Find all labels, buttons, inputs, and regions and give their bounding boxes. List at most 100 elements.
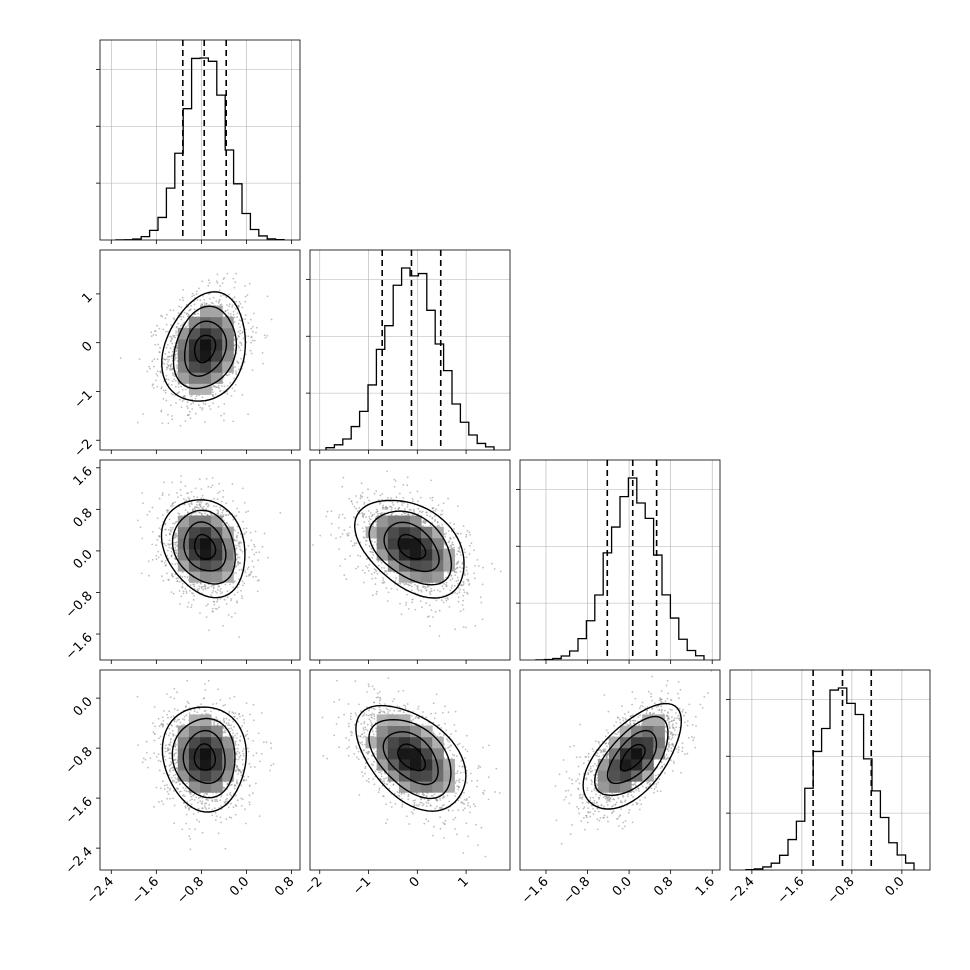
scatter-point <box>251 369 254 371</box>
scatter-point <box>429 497 432 499</box>
scatter-point <box>456 567 459 569</box>
scatter-point <box>462 580 465 583</box>
scatter-point <box>419 600 422 603</box>
scatter-point <box>167 413 169 416</box>
scatter-point <box>204 403 207 406</box>
scatter-point <box>232 586 235 589</box>
scatter-point <box>158 351 161 353</box>
scatter-point <box>180 306 183 309</box>
scatter-point <box>156 385 159 388</box>
scatter-point <box>416 490 419 493</box>
scatter-point <box>405 604 407 606</box>
scatter-point <box>193 507 196 510</box>
scatter-point <box>368 515 371 518</box>
scatter-point <box>166 344 169 346</box>
scatter-point <box>360 495 362 498</box>
scatter-point <box>461 567 464 570</box>
scatter-point <box>394 480 397 482</box>
scatter-point <box>164 353 167 355</box>
scatter-point <box>439 590 441 593</box>
scatter-point <box>174 521 177 524</box>
scatter-point <box>165 374 168 377</box>
scatter-point <box>422 525 424 527</box>
scatter-point <box>237 544 240 547</box>
scatter-point <box>432 616 434 618</box>
scatter-point <box>365 516 367 518</box>
scatter-point <box>174 355 177 358</box>
scatter-point <box>190 403 193 405</box>
scatter-point <box>175 577 178 580</box>
scatter-point <box>161 514 164 516</box>
scatter-point <box>417 507 420 510</box>
scatter-point <box>463 573 466 575</box>
scatter-point <box>466 529 469 532</box>
scatter-point <box>222 489 225 492</box>
scatter-point <box>216 498 219 501</box>
scatter-point <box>205 304 208 306</box>
scatter-point <box>398 507 400 509</box>
scatter-point <box>176 580 179 583</box>
scatter-point <box>262 362 264 365</box>
scatter-point <box>371 557 374 559</box>
scatter-point <box>395 577 397 580</box>
scatter-point <box>382 577 384 579</box>
scatter-point <box>363 503 366 505</box>
scatter-point <box>422 586 424 589</box>
scatter-point <box>431 516 434 519</box>
scatter-point <box>178 391 181 393</box>
scatter-point <box>406 593 408 596</box>
scatter-point <box>330 522 333 525</box>
scatter-point <box>235 547 238 549</box>
scatter-point <box>235 514 238 517</box>
scatter-point <box>141 492 144 494</box>
scatter-point <box>239 332 242 335</box>
scatter-point <box>180 595 183 598</box>
scatter-point <box>166 363 169 366</box>
scatter-point <box>187 407 189 409</box>
scatter-point <box>223 403 226 405</box>
scatter-point <box>175 350 178 352</box>
scatter-point <box>402 497 405 499</box>
scatter-point <box>146 513 149 516</box>
scatter-point <box>233 321 236 323</box>
density-cell <box>211 515 223 528</box>
scatter-point <box>386 507 389 510</box>
scatter-point <box>208 282 211 284</box>
scatter-point <box>201 494 204 497</box>
scatter-point <box>177 512 180 515</box>
scatter-point <box>341 485 344 488</box>
scatter-point <box>174 549 177 552</box>
scatter-point <box>159 371 162 373</box>
scatter-point <box>458 547 460 549</box>
scatter-point <box>390 508 393 511</box>
scatter-point <box>216 592 218 594</box>
scatter-point <box>175 532 178 535</box>
scatter-point <box>231 306 234 308</box>
scatter-point <box>184 420 187 422</box>
scatter-point <box>357 523 359 526</box>
density-cell <box>177 548 190 561</box>
scatter-point <box>174 563 177 566</box>
scatter-point <box>229 313 232 315</box>
scatter-point <box>193 595 196 597</box>
scatter-point <box>238 578 240 580</box>
scatter-point <box>363 513 366 516</box>
scatter-point <box>406 484 409 487</box>
scatter-point <box>465 533 468 536</box>
scatter-point <box>405 601 408 604</box>
scatter-point <box>466 573 469 575</box>
scatter-point <box>445 581 448 584</box>
scatter-point <box>335 537 337 540</box>
scatter-point <box>461 604 464 606</box>
scatter-point <box>250 335 253 338</box>
scatter-point <box>240 344 243 346</box>
scatter-point <box>456 592 459 595</box>
scatter-point <box>244 571 247 574</box>
scatter-point <box>211 477 214 479</box>
scatter-point <box>213 385 215 388</box>
scatter-point <box>190 502 193 505</box>
contour-line <box>160 499 246 599</box>
scatter-point <box>459 566 461 569</box>
contour-line <box>194 533 217 560</box>
